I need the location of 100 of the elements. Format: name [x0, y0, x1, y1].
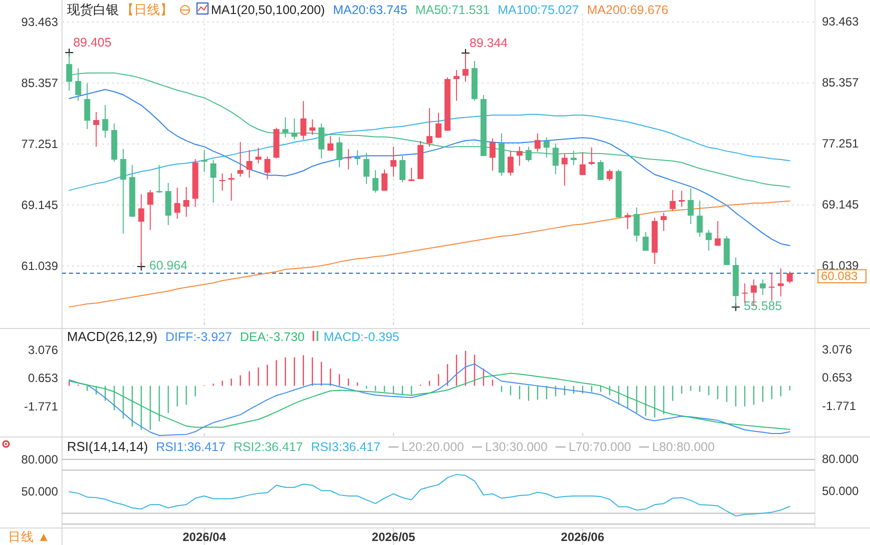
- candlestick: [598, 160, 604, 181]
- candlestick: [246, 150, 252, 178]
- y-tick-label: 50.000: [822, 484, 860, 498]
- candlestick: [93, 112, 100, 148]
- candlestick: [345, 148, 352, 170]
- candlestick: [786, 271, 793, 284]
- candlestick: [562, 154, 568, 186]
- candlestick: [706, 230, 712, 252]
- candlestick: [768, 272, 775, 302]
- candlestick: [436, 112, 442, 138]
- candlestick: [390, 146, 396, 178]
- chart-subtitle: 【日线】: [121, 2, 173, 17]
- candlestick: [282, 116, 288, 138]
- candlestick: [508, 150, 514, 176]
- y-tick-label: 93.463: [21, 15, 58, 30]
- candlestick: [624, 212, 631, 230]
- candlestick: [678, 190, 685, 208]
- candlestick: [372, 170, 378, 194]
- candlestick: [354, 150, 360, 166]
- candlestick: [516, 146, 523, 166]
- legend-label: L30:30.000: [485, 440, 548, 454]
- y-tick-label: 61.039: [21, 259, 58, 274]
- candlestick: [219, 172, 226, 192]
- candlestick: [642, 232, 649, 252]
- line-series: [68, 474, 790, 516]
- candlestick: [363, 152, 370, 184]
- y-tick-label: 0.653: [822, 370, 852, 385]
- candlestick: [237, 142, 244, 178]
- candlestick: [183, 186, 190, 218]
- chart-title: 现货白银: [67, 2, 119, 17]
- candlestick: [102, 104, 108, 138]
- legend-title: MA1(20,50,100,200): [211, 3, 325, 17]
- candlestick: [670, 190, 676, 212]
- candlestick: [490, 138, 496, 172]
- candlestick: [156, 164, 162, 194]
- annotation: 60.964: [149, 258, 188, 273]
- y-tick-label: 3.076: [822, 342, 852, 356]
- y-tick-label: 69.145: [21, 198, 58, 212]
- legend-label: L20:20.000: [401, 440, 464, 454]
- candlestick: [570, 150, 577, 166]
- candlestick: [201, 150, 208, 172]
- candlestick: [120, 148, 126, 234]
- candlestick: [381, 168, 388, 192]
- text: 日线 ▲: [8, 530, 50, 544]
- candlestick: [327, 136, 334, 152]
- text: MA50:71.531: [415, 3, 490, 17]
- y-tick-label: 80.000: [822, 452, 860, 466]
- legend-label: L70:70.000: [568, 440, 632, 454]
- candlestick: [634, 206, 640, 242]
- candlestick: [544, 136, 550, 158]
- candlestick: [454, 70, 460, 102]
- x-tick-label: 2026/04: [182, 530, 226, 544]
- text: MA100:75.027: [498, 3, 580, 17]
- x-tick-label: 2026/05: [372, 530, 416, 544]
- ref-line-label: 60.083: [821, 269, 858, 284]
- annotation: 89.344: [470, 36, 508, 50]
- text: DEA:-3.730: [240, 330, 305, 344]
- y-tick-label: -1.771: [822, 399, 856, 414]
- legend-label: MACD:-0.395: [324, 330, 400, 344]
- candlestick: [696, 200, 703, 238]
- chart-title: RSI(14,14,14): [67, 439, 148, 454]
- text: RSI3:36.417: [310, 440, 380, 454]
- candlestick: [264, 156, 270, 180]
- candlestick: [588, 146, 595, 166]
- candlestick: [210, 160, 216, 204]
- x-tick-label: 2026/06: [560, 530, 605, 544]
- candlestick: [309, 118, 316, 136]
- candlestick: [660, 212, 667, 232]
- candlestick: [760, 278, 766, 296]
- candlestick: [526, 146, 532, 162]
- candlestick: [336, 136, 342, 168]
- candlestick: [147, 190, 154, 231]
- line-series: [68, 114, 790, 191]
- candlestick: [228, 172, 234, 202]
- y-tick-label: 77.251: [21, 137, 58, 152]
- text: DIFF:-3.927: [165, 330, 232, 344]
- candlestick: [255, 147, 262, 164]
- annotation: 89.405: [73, 36, 112, 50]
- y-tick-label: 85.357: [21, 76, 58, 90]
- candlestick: [174, 187, 180, 220]
- legend-label: L80:80.000: [652, 440, 715, 454]
- candlestick: [778, 268, 784, 297]
- candlestick: [408, 167, 414, 182]
- candlestick: [552, 142, 559, 175]
- legend-label: RSI1:36.417: [156, 440, 226, 454]
- annotation: 55.585: [744, 299, 782, 314]
- candlestick: [84, 82, 90, 130]
- candlestick: [714, 220, 721, 246]
- candlestick: [580, 152, 586, 176]
- candlestick: [318, 122, 324, 159]
- candlestick: [399, 156, 406, 183]
- candlestick: [688, 188, 694, 225]
- chart-title: MACD(26,12,9): [67, 329, 158, 344]
- line-series: [68, 372, 790, 430]
- candlestick: [300, 100, 306, 140]
- text: MA200:69.676: [587, 3, 668, 17]
- line-series: [68, 363, 790, 436]
- candlestick: [534, 132, 541, 152]
- legend-label: RSI2:36.417: [233, 440, 303, 454]
- text: MA20:63.745: [332, 3, 408, 17]
